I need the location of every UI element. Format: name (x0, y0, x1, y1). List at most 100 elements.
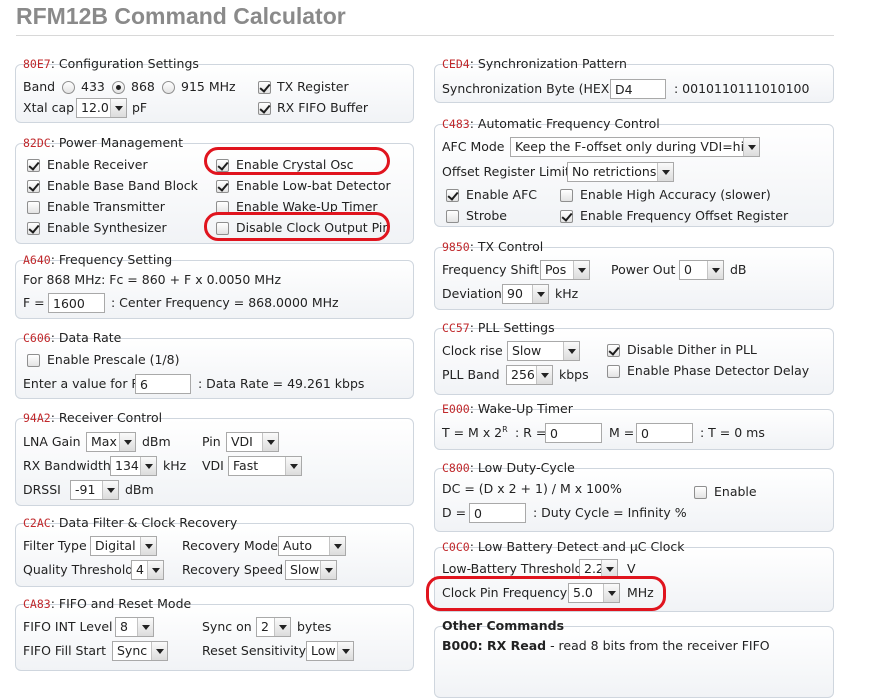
lna-select[interactable]: Max (86, 432, 136, 452)
wake-formula: T = M x 2R (442, 424, 508, 442)
filter-type-label: Filter Type (23, 538, 87, 553)
enable-lowbat-label: Enable Low-bat Detector (236, 178, 391, 193)
fifo-int-label: FIFO INT Level (23, 619, 113, 634)
clock-rise-select[interactable]: Slow (507, 341, 580, 361)
afc-mode-select[interactable]: Keep the F-offset only during VDI=high (510, 137, 760, 157)
chevron-down-icon (532, 285, 548, 303)
recovery-mode-select[interactable]: Auto (278, 536, 346, 556)
pll-code: CC57 (442, 321, 470, 335)
r-label: Enter a value for R (23, 376, 141, 391)
enable-transmitter-checkbox[interactable] (27, 201, 40, 214)
strobe-checkbox[interactable] (446, 210, 459, 223)
duty-enable-checkbox[interactable] (694, 486, 707, 499)
enable-baseband-checkbox[interactable] (27, 180, 40, 193)
bandwidth-select[interactable]: 134 (110, 456, 157, 476)
duty-d-input[interactable] (469, 503, 526, 523)
clock-pin-label: Clock Pin Frequency (442, 585, 568, 600)
offset-limit-value: No retrictions (572, 164, 657, 179)
chevron-down-icon (274, 618, 290, 636)
r-input[interactable] (135, 374, 191, 394)
lowbat-threshold-select[interactable]: 2.2 (579, 559, 618, 579)
tx-register-checkbox[interactable] (258, 81, 271, 94)
datarate-title: : Data Rate (50, 330, 122, 345)
rxctrl-header: 94A2: Receiver Control (23, 410, 162, 426)
fifo-fill-select[interactable]: Sync (112, 641, 168, 661)
band-433-label: 433 (81, 79, 105, 94)
lna-unit: dBm (142, 434, 171, 449)
freq-shift-value: Pos (545, 262, 567, 277)
duty-enable-label: Enable (714, 484, 757, 499)
wake-box (434, 409, 834, 450)
drssi-value: -91 (75, 482, 96, 497)
enable-afc-label: Enable AFC (466, 187, 538, 202)
sync-byte-input[interactable] (610, 79, 666, 99)
page-title: RFM12B Command Calculator (16, 3, 346, 29)
fifo-header: CA83: FIFO and Reset Mode (23, 596, 191, 612)
chevron-down-icon (137, 618, 153, 636)
filter-type-select[interactable]: Digital (90, 536, 157, 556)
xtal-cap-value: 12.0 (81, 100, 109, 115)
recovery-speed-select[interactable]: Slow (285, 560, 337, 580)
drssi-label: DRSSI (23, 482, 61, 497)
band-868-radio[interactable] (112, 81, 125, 94)
wake-formula-sup: R (502, 424, 508, 434)
datarate-header: C606: Data Rate (23, 330, 121, 346)
band-915-radio[interactable] (162, 81, 175, 94)
fifo-int-select[interactable]: 8 (115, 617, 154, 637)
power-title: : Power Management (50, 135, 183, 150)
pin-select[interactable]: VDI (226, 432, 279, 452)
disable-dither-checkbox[interactable] (607, 344, 620, 357)
quality-threshold-select[interactable]: 4 (131, 560, 164, 580)
enable-crystal-label: Enable Crystal Osc (236, 157, 354, 172)
lowbat-threshold-label: Low-Battery Threshold (442, 561, 583, 576)
wake-r-input[interactable] (545, 423, 602, 443)
pll-band-select[interactable]: 256 (506, 365, 553, 385)
enable-wakeup-label: Enable Wake-Up Timer (236, 199, 378, 214)
wake-title: : Wake-Up Timer (469, 401, 573, 416)
chevron-down-icon (603, 584, 619, 602)
enable-lowbat-checkbox[interactable] (216, 180, 229, 193)
enable-crystal-checkbox[interactable] (216, 159, 229, 172)
syncpat-title: : Synchronization Pattern (469, 56, 627, 71)
rx-fifo-checkbox[interactable] (258, 102, 271, 115)
offset-register-checkbox[interactable] (560, 210, 573, 223)
clock-rise-label: Clock rise (442, 343, 503, 358)
filter-title: : Data Filter & Clock Recovery (50, 515, 238, 530)
enable-receiver-checkbox[interactable] (27, 159, 40, 172)
filter-type-value: Digital (95, 538, 136, 553)
reset-sensitivity-label: Reset Sensitivity (202, 643, 306, 658)
high-accuracy-checkbox[interactable] (560, 189, 573, 202)
vdi-select[interactable]: Fast (228, 456, 302, 476)
drssi-select[interactable]: -91 (70, 480, 119, 500)
frequency-header: A640: Frequency Setting (23, 252, 172, 268)
duty-result: : Duty Cycle = Infinity % (533, 505, 687, 520)
prescale-checkbox[interactable] (27, 354, 40, 367)
sync-on-select[interactable]: 2 (256, 617, 291, 637)
freq-shift-select[interactable]: Pos (540, 260, 590, 280)
power-out-select[interactable]: 0 (679, 260, 724, 280)
band-433-radio[interactable] (62, 81, 75, 94)
high-accuracy-label: Enable High Accuracy (slower) (580, 187, 771, 202)
enable-synth-checkbox[interactable] (27, 222, 40, 235)
offset-register-label: Enable Frequency Offset Register (580, 208, 789, 223)
f-input[interactable] (48, 293, 105, 313)
xtal-cap-select[interactable]: 12.0 (76, 98, 127, 118)
tx-header: 9850: TX Control (442, 239, 543, 255)
deviation-unit: kHz (555, 286, 579, 301)
reset-sensitivity-select[interactable]: Low (306, 641, 354, 661)
enable-wakeup-checkbox[interactable] (216, 201, 229, 214)
offset-limit-select[interactable]: No retrictions (567, 162, 674, 182)
disable-clkout-checkbox[interactable] (216, 222, 229, 235)
fifo-title: : FIFO and Reset Mode (50, 596, 192, 611)
chevron-down-icon (536, 366, 552, 384)
wake-m-input[interactable] (636, 423, 693, 443)
deviation-select[interactable]: 90 (502, 284, 549, 304)
duty-formula: DC = (D x 2 + 1) / M x 100% (442, 481, 622, 496)
datarate-box (15, 338, 414, 399)
phase-delay-checkbox[interactable] (607, 365, 620, 378)
clock-pin-select[interactable]: 5.0 (568, 583, 620, 603)
enable-afc-checkbox[interactable] (446, 189, 459, 202)
config-section: 80E7: Configuration Settings Band 433 86… (15, 56, 414, 123)
wake-section: E000: Wake-Up Timer T = M x 2R : R = M =… (434, 401, 834, 450)
fifo-fill-label: FIFO Fill Start (23, 643, 107, 658)
